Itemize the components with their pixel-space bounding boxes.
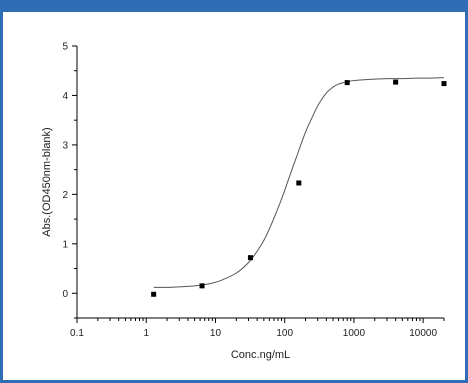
x-axis-label: Conc.ng/mL bbox=[231, 349, 290, 361]
data-point bbox=[344, 80, 350, 86]
x-tick-label: 1 bbox=[143, 328, 149, 339]
data-point bbox=[199, 283, 205, 289]
frame-bottom-border bbox=[0, 380, 468, 383]
axis-labels: Conc.ng/mL Abs.(OD450nm-blank) bbox=[41, 127, 290, 361]
frame-left-border bbox=[0, 0, 3, 383]
y-tick-label: 1 bbox=[62, 239, 68, 250]
data-points bbox=[151, 79, 447, 297]
x-tick-label: 0.1 bbox=[70, 328, 84, 339]
frame-top-border bbox=[0, 0, 468, 12]
fit-curve bbox=[153, 77, 445, 288]
ticks: 0.1 1 10 100 1000 10000 0 1 2 3 4 5 bbox=[62, 42, 445, 339]
data-point bbox=[393, 79, 399, 85]
data-point bbox=[441, 81, 447, 87]
y-tick-label: 4 bbox=[62, 91, 68, 102]
frame-right-border bbox=[465, 0, 468, 383]
y-tick-label: 0 bbox=[62, 289, 68, 300]
data-point bbox=[151, 291, 157, 297]
y-tick-label: 5 bbox=[62, 42, 68, 53]
y-tick-label: 2 bbox=[62, 190, 68, 201]
data-point bbox=[296, 180, 302, 186]
y-tick-label: 3 bbox=[62, 140, 68, 151]
x-tick-label: 1000 bbox=[343, 328, 366, 339]
y-axis-label: Abs.(OD450nm-blank) bbox=[41, 127, 53, 236]
x-tick-label: 10 bbox=[210, 328, 222, 339]
data-point bbox=[247, 255, 253, 261]
fit-curve-layer bbox=[153, 77, 445, 288]
x-tick-label: 10000 bbox=[409, 328, 437, 339]
x-tick-label: 100 bbox=[276, 328, 293, 339]
axes bbox=[76, 46, 444, 319]
